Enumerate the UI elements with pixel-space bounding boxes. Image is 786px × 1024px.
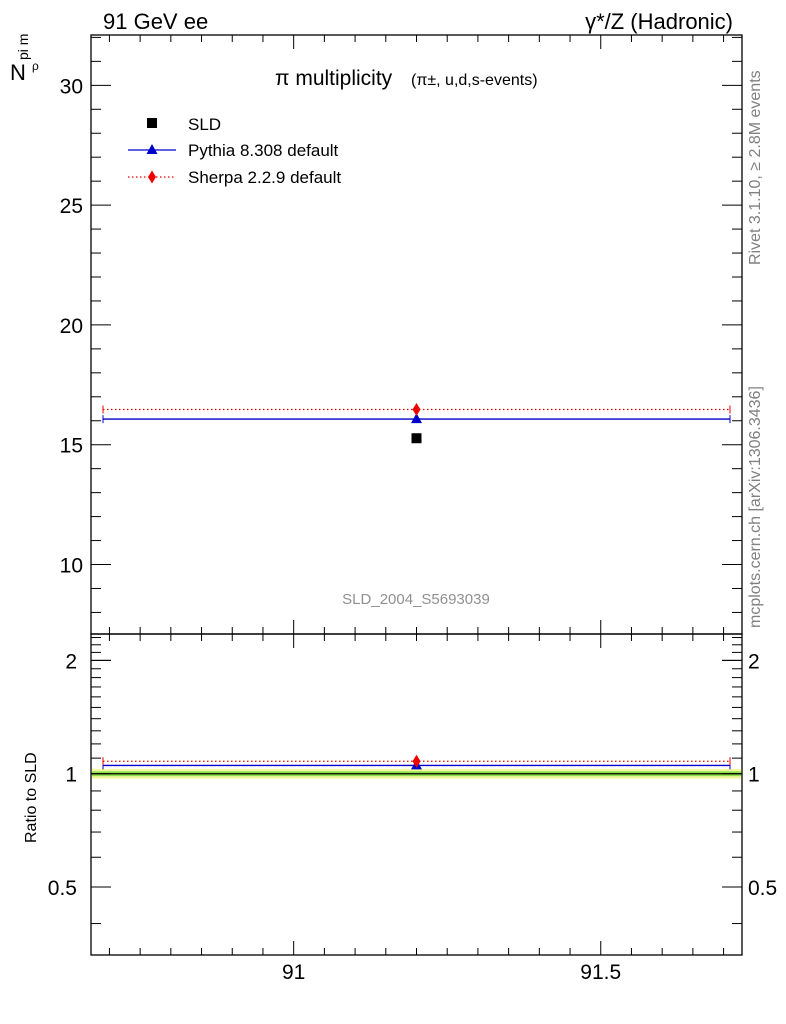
chart-title-suffix: (π±, u,d,s-events) bbox=[411, 72, 538, 89]
main-ytick-label: 20 bbox=[60, 315, 83, 338]
main-ytick-label: 30 bbox=[60, 75, 83, 98]
ratio-ytick-label-right: 1 bbox=[748, 764, 760, 787]
ratio-ytick-label: 2 bbox=[65, 650, 77, 673]
data-point-ratio bbox=[412, 754, 421, 768]
main-ylabel-sup: ρ bbox=[32, 59, 39, 73]
ratio-ytick-label-right: 2 bbox=[748, 650, 760, 673]
chart-title: π multiplicity bbox=[275, 67, 393, 90]
legend-marker-sherpa bbox=[148, 170, 156, 184]
legend-marker-pythia bbox=[146, 144, 158, 154]
xtick-label: 91 bbox=[282, 961, 305, 984]
chart-title-group: π multiplicity (π±, u,d,s-events) bbox=[275, 67, 538, 90]
ratio-frame bbox=[90, 633, 743, 956]
main-ylabel-n: N bbox=[10, 60, 26, 85]
ratio-ytick-label: 1 bbox=[65, 764, 77, 787]
ratio-band bbox=[91, 768, 742, 779]
analysis-id-label: SLD_2004_S5693039 bbox=[342, 591, 490, 608]
axes-layer bbox=[90, 34, 743, 956]
header-right-label: γ*/Z (Hadronic) bbox=[585, 9, 733, 34]
data-layer bbox=[102, 402, 731, 770]
data-point-main bbox=[412, 402, 421, 416]
data-point-main bbox=[411, 433, 422, 444]
legend-label-sld: SLD bbox=[188, 115, 221, 134]
main-ytick-label: 15 bbox=[60, 435, 83, 458]
legend-label-sherpa: Sherpa 2.2.9 default bbox=[188, 168, 341, 187]
ratio-ytick-label: 0.5 bbox=[48, 877, 77, 900]
legend-label-pythia: Pythia 8.308 default bbox=[188, 141, 339, 160]
xtick-label: 91.5 bbox=[580, 961, 621, 984]
header-left-label: 91 GeV ee bbox=[103, 9, 208, 34]
mcplots-label: mcplots.cern.ch [arXiv:1306.3436] bbox=[747, 386, 764, 628]
ratio-ytick-label-right: 0.5 bbox=[748, 877, 777, 900]
tick-labels: 10 15 20 25 30 0.5 0.5 1 1 2 2 91 91.5 bbox=[48, 75, 777, 984]
legend: SLD Pythia 8.308 default Sherpa 2.2.9 de… bbox=[128, 115, 341, 187]
data-point-main bbox=[411, 413, 422, 424]
rivet-label: Rivet 3.1.10, ≥ 2.8M events bbox=[747, 70, 764, 265]
main-ylabel: N ρ pi m bbox=[10, 34, 39, 85]
main-ytick-label: 25 bbox=[60, 195, 83, 218]
main-ylabel-sub: pi m bbox=[15, 34, 31, 60]
ratio-ylabel: Ratio to SLD bbox=[23, 752, 40, 843]
main-ytick-label: 10 bbox=[60, 555, 83, 578]
legend-marker-sld bbox=[147, 118, 157, 128]
